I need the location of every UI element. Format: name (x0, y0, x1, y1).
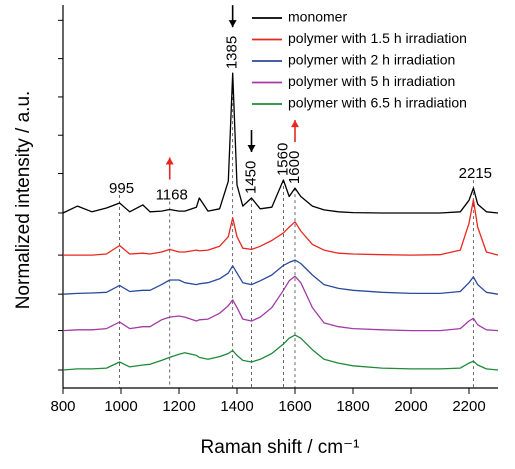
spectrum-line (62, 334, 499, 371)
spectrum-line (62, 259, 499, 295)
x-tick-label: 2200 (452, 398, 485, 415)
spectrum-line (62, 275, 499, 332)
legend-label: monomer (288, 9, 347, 25)
x-tick-label: 1200 (162, 398, 195, 415)
arrow-head (247, 145, 256, 153)
legend-label: polymer with 2 h irradiation (288, 52, 455, 68)
x-axis-title: Raman shift / cm⁻¹ (201, 437, 360, 458)
peak-label: 1168 (156, 186, 188, 203)
legend-label: polymer with 6.5 h irradiation (288, 95, 467, 111)
x-tick-label: 1000 (104, 398, 137, 415)
x-tick-label: 1600 (278, 398, 311, 415)
peak-label: 2215 (459, 165, 492, 182)
arrow-head (165, 157, 174, 165)
y-axis-title: Normalized intensity / a.u. (13, 91, 34, 310)
peak-label: 1560 (274, 143, 291, 176)
peak-label: 1600 (286, 151, 303, 184)
legend-label: polymer with 5 h irradiation (288, 73, 455, 89)
x-tick-label: 1800 (336, 398, 369, 415)
peak-label: 1450 (242, 161, 259, 194)
arrow-head (291, 120, 299, 128)
legend-label: polymer with 1.5 h irradiation (288, 30, 467, 46)
x-tick-label: 2000 (394, 398, 427, 415)
spectrum-line (63, 199, 499, 256)
x-tick-label: 800 (50, 398, 75, 415)
x-tick-label: 1400 (220, 398, 253, 415)
arrow-head (228, 20, 237, 28)
peak-label: 995 (109, 180, 134, 197)
peak-label: 1385 (224, 36, 241, 69)
spectrum-line (62, 72, 499, 214)
